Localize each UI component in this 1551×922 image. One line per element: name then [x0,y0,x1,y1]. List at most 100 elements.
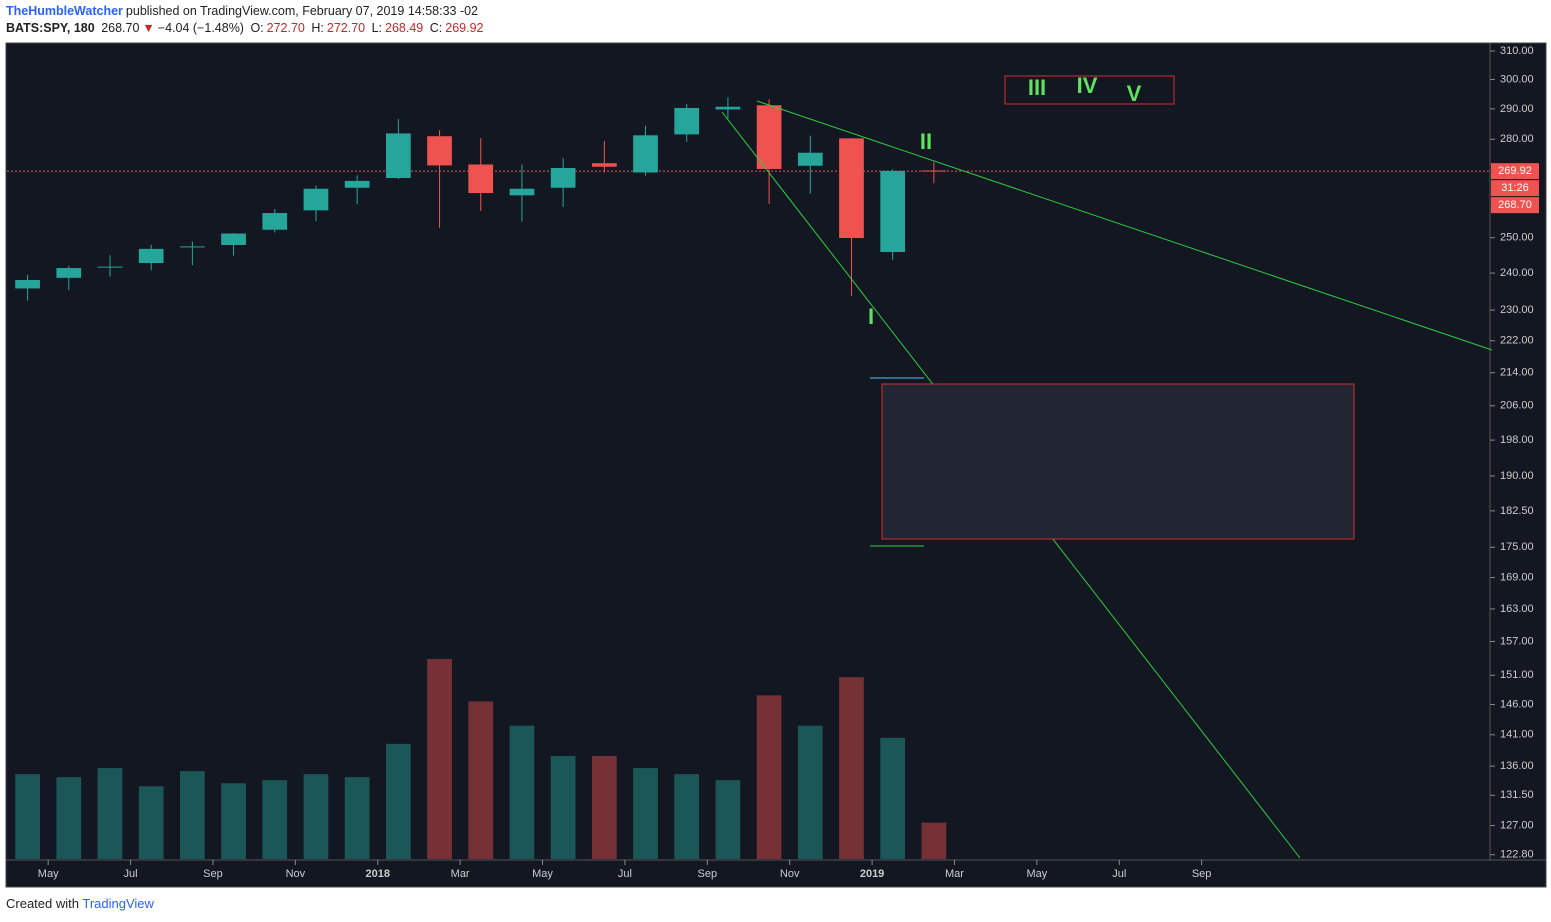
chart: I II III IV V 310.00 300.00 290.00 280.00 25… [5,42,1547,888]
candle-body [921,170,947,172]
candle-body [97,266,123,268]
x-tick-label: Sep [1192,868,1212,880]
candle-body [715,106,741,110]
x-tick-label: Sep [698,868,718,880]
price-label: 269.92 [1498,165,1532,177]
value: 272.70 [326,21,366,35]
candle-body [756,105,782,169]
x-tick-label: Nov [286,868,306,880]
countdown: 31:26 [1501,182,1529,194]
candle-body [221,233,246,246]
y-tick-label: 131.50 [1500,789,1534,801]
change: −4.04 (−1.48%) [157,21,244,35]
x-tick-label: May [38,868,59,880]
x-tick-label: Jul [618,868,632,880]
y-tick-label: 280.00 [1500,133,1534,145]
y-tick-label: 141.00 [1500,729,1534,741]
volume-bar [468,701,494,859]
volume-bar [550,755,576,859]
y-tick-label: 182.50 [1500,505,1534,517]
candle-body [15,280,40,289]
volume-bar [56,777,82,859]
x-tick-label: Mar [451,868,470,880]
x-tick-label: Jul [1112,868,1126,880]
volume-bar [797,725,823,859]
wave-label: IV [1077,73,1098,98]
x-tick-label: 2018 [366,868,390,880]
label: H: [311,21,324,35]
volume-bar [715,780,741,859]
volume-bar [921,822,947,859]
x-tick-label: Mar [945,868,964,880]
candle-body [633,135,658,173]
y-tick-label: 163.00 [1500,603,1534,615]
wave-label: V [1127,81,1142,106]
volume-bar [15,774,40,859]
y-tick-label: 169.00 [1500,571,1534,583]
volume-bar [344,777,370,859]
candle-body [385,133,411,178]
y-tick-label: 310.00 [1500,45,1534,57]
y-tick-label: 157.00 [1500,635,1534,647]
volume-bar [509,725,535,859]
x-tick-label: May [532,868,553,880]
volume-bar [303,774,329,859]
target-box [881,383,1355,540]
footer: Created with TradingView [6,896,154,911]
y-tick-label: 122.80 [1500,849,1534,861]
y-tick-label: 151.00 [1500,669,1534,681]
wave-label: III [1028,75,1046,100]
volume-bar [756,695,782,859]
published: published on TradingView.com, February 0… [125,4,479,18]
value: 272.70 [266,21,305,35]
footer-text: Created with [6,896,79,911]
wave-label: I [868,304,874,329]
y-tick-label: 127.00 [1500,819,1534,831]
volume-bar [221,783,246,859]
volume-bar [138,786,164,859]
wave-label: II [920,129,932,154]
y-tick-label: 146.00 [1500,698,1534,710]
y-tick-label: 290.00 [1500,103,1534,115]
volume-bar [262,780,288,859]
candle-body [262,213,288,230]
value: 268.49 [385,21,424,35]
y-tick-label: 198.00 [1500,434,1534,446]
volume-bar [385,743,411,859]
y-tick-label: 136.00 [1500,760,1534,772]
candle-body [674,107,700,135]
label: C: [429,21,443,35]
candle-body [509,188,535,196]
candle-body [591,163,617,167]
header-line: TheHumbleWatcher published on TradingView… [6,4,481,18]
label: O: [250,21,264,35]
x-tick-label: Jul [124,868,138,880]
x-tick-label: Sep [203,868,223,880]
candle-body [427,136,452,166]
y-tick-label: 300.00 [1500,73,1534,85]
brand[interactable]: TradingView [82,896,154,911]
author[interactable]: TheHumbleWatcher [6,4,123,18]
y-tick-label: 230.00 [1500,304,1534,316]
y-tick-label: 240.00 [1500,267,1534,279]
candle-body [797,152,823,166]
trendline [756,100,1493,351]
candle-body [303,188,329,211]
value: 269.92 [445,21,484,35]
arrow: ▼ [142,21,155,35]
y-tick-label: 214.00 [1500,367,1534,379]
candle-body [180,246,205,248]
current-price-bg [1491,197,1539,214]
y-tick-label: 222.00 [1500,335,1534,347]
y-tick-label: 250.00 [1500,232,1534,244]
y-tick-label: 206.00 [1500,400,1534,412]
plot [7,97,1490,859]
volume-bar [427,659,452,859]
volume-bar [633,768,658,859]
y-tick-label: 190.00 [1500,470,1534,482]
x-tick-label: Nov [780,868,800,880]
price-label-bg [1491,163,1539,180]
volume-bar [591,755,617,859]
volume-bar [674,774,700,859]
